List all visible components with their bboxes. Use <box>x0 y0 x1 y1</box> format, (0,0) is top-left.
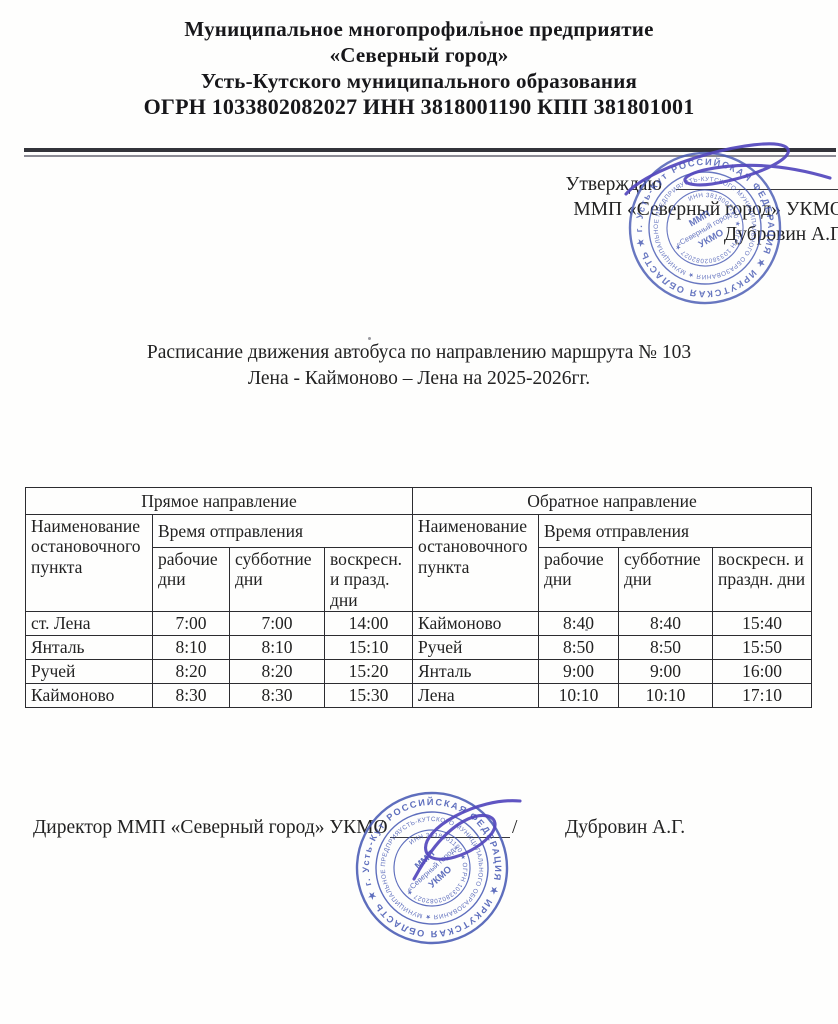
time-cell: 8:50 <box>618 634 713 660</box>
forward-sundays-header: воскресн. и празд. дни <box>324 547 413 612</box>
stop-cell: Каймоново <box>412 610 539 636</box>
bus-schedule-table: Прямое направление Обратное направление … <box>25 487 813 708</box>
approval-label: Утверждаю <box>565 174 662 195</box>
time-cell: 10:10 <box>538 682 619 708</box>
title-line2: Лена - Каймоново – Лена на 2025-2026гг. <box>247 368 591 389</box>
stop-cell: Лена <box>412 682 539 708</box>
time-cell: 8:40 <box>538 610 619 636</box>
backward-saturdays-header: субботние дни <box>618 547 713 612</box>
time-cell: 15:20 <box>324 658 413 684</box>
approval-org: ММП «Северный город» УКМО <box>573 199 838 220</box>
time-header-row: Наименование остановочного пункта Время … <box>25 514 813 612</box>
letterhead: Муниципальное многопрофильное предприяти… <box>14 16 824 120</box>
letterhead-line3: Усть-Кутского муниципального образования <box>200 69 638 93</box>
table-row: Ручей 8:20 8:20 15:20 Янталь 9:00 9:00 1… <box>25 658 813 684</box>
pen-signature-bottom <box>412 799 522 881</box>
table-row: Каймоново 8:30 8:30 15:30 Лена 10:10 10:… <box>25 682 813 708</box>
document-title: Расписание движения автобуса по направле… <box>14 340 824 392</box>
time-cell: 10:10 <box>618 682 713 708</box>
stop-cell: Янталь <box>412 658 539 684</box>
stop-cell: Ручей <box>412 634 539 660</box>
letterhead-line4: ОГРН 1033802082027 ИНН 3818001190 КПП 38… <box>143 94 695 119</box>
time-cell: 8:10 <box>152 634 230 660</box>
title-line1: Расписание движения автобуса по направле… <box>146 342 692 363</box>
day-type-header-row: рабочие дни субботние дни воскресн. и пр… <box>26 547 813 612</box>
time-cell: 7:00 <box>229 610 325 636</box>
stop-cell: Янталь <box>25 634 153 660</box>
time-cell: 8:20 <box>229 658 325 684</box>
time-cell: 8:10 <box>229 634 325 660</box>
director-label: Директор ММП «Северный город» УКМО <box>33 817 388 838</box>
stop-cell: Ручей <box>25 658 153 684</box>
time-cell: 8:30 <box>152 682 230 708</box>
approval-name: Дубровин А.Г. <box>723 224 838 245</box>
backward-workdays-header: рабочие дни <box>538 547 619 612</box>
forward-workdays-header: рабочие дни <box>152 547 230 612</box>
pen-signature-top <box>624 142 832 196</box>
director-name: Дубровин А.Г. <box>565 817 686 838</box>
time-cell: 8:50 <box>538 634 619 660</box>
time-cell: 17:10 <box>711 682 813 708</box>
letterhead-line1: Муниципальное многопрофильное предприяти… <box>184 17 654 41</box>
letterhead-line2: «Северный город» <box>329 43 509 67</box>
time-cell: 9:00 <box>618 658 713 684</box>
backward-stop-header: Наименование остановочного пункта <box>412 514 539 612</box>
time-cell: 9:00 <box>538 658 619 684</box>
time-cell: 8:40 <box>618 610 713 636</box>
time-cell: 15:50 <box>711 634 813 660</box>
time-cell: 15:10 <box>324 634 413 660</box>
footer-signature-line <box>390 817 510 838</box>
time-cell: 8:20 <box>152 658 230 684</box>
horizontal-rule <box>24 148 836 157</box>
forward-time-header: Время отправления <box>152 514 413 548</box>
backward-direction-header: Обратное направление <box>411 487 813 515</box>
backward-sundays-header: воскресн. и праздн. дни <box>711 547 813 612</box>
table-row: ст. Лена 7:00 7:00 14:00 Каймоново 8:40 … <box>25 610 813 636</box>
approval-block: Утверждаю ММП «Северный город» УКМО Дубр… <box>566 171 838 247</box>
time-cell: 7:00 <box>152 610 230 636</box>
scan-speck <box>368 337 371 340</box>
direction-header-row: Прямое направление Обратное направление <box>25 487 813 515</box>
slash-mark: / <box>378 817 384 838</box>
scan-speck <box>480 21 483 24</box>
time-cell: 15:40 <box>711 610 813 636</box>
time-cell: 14:00 <box>324 610 413 636</box>
forward-direction-header: Прямое направление <box>25 487 413 515</box>
backward-time-header: Время отправления <box>537 514 813 548</box>
time-cell: 16:00 <box>711 658 813 684</box>
time-cell: 15:30 <box>324 682 413 708</box>
approval-signature-line <box>676 171 838 190</box>
stop-cell: Каймоново <box>25 682 153 708</box>
forward-saturdays-header: субботние дни <box>229 547 325 612</box>
table-row: Янталь 8:10 8:10 15:10 Ручей 8:50 8:50 1… <box>25 634 813 660</box>
slash-mark: / <box>512 817 518 838</box>
scan-speck <box>585 629 588 631</box>
stop-cell: ст. Лена <box>25 610 153 636</box>
forward-stop-header: Наименование остановочного пункта <box>25 514 153 612</box>
time-cell: 8:30 <box>229 682 325 708</box>
